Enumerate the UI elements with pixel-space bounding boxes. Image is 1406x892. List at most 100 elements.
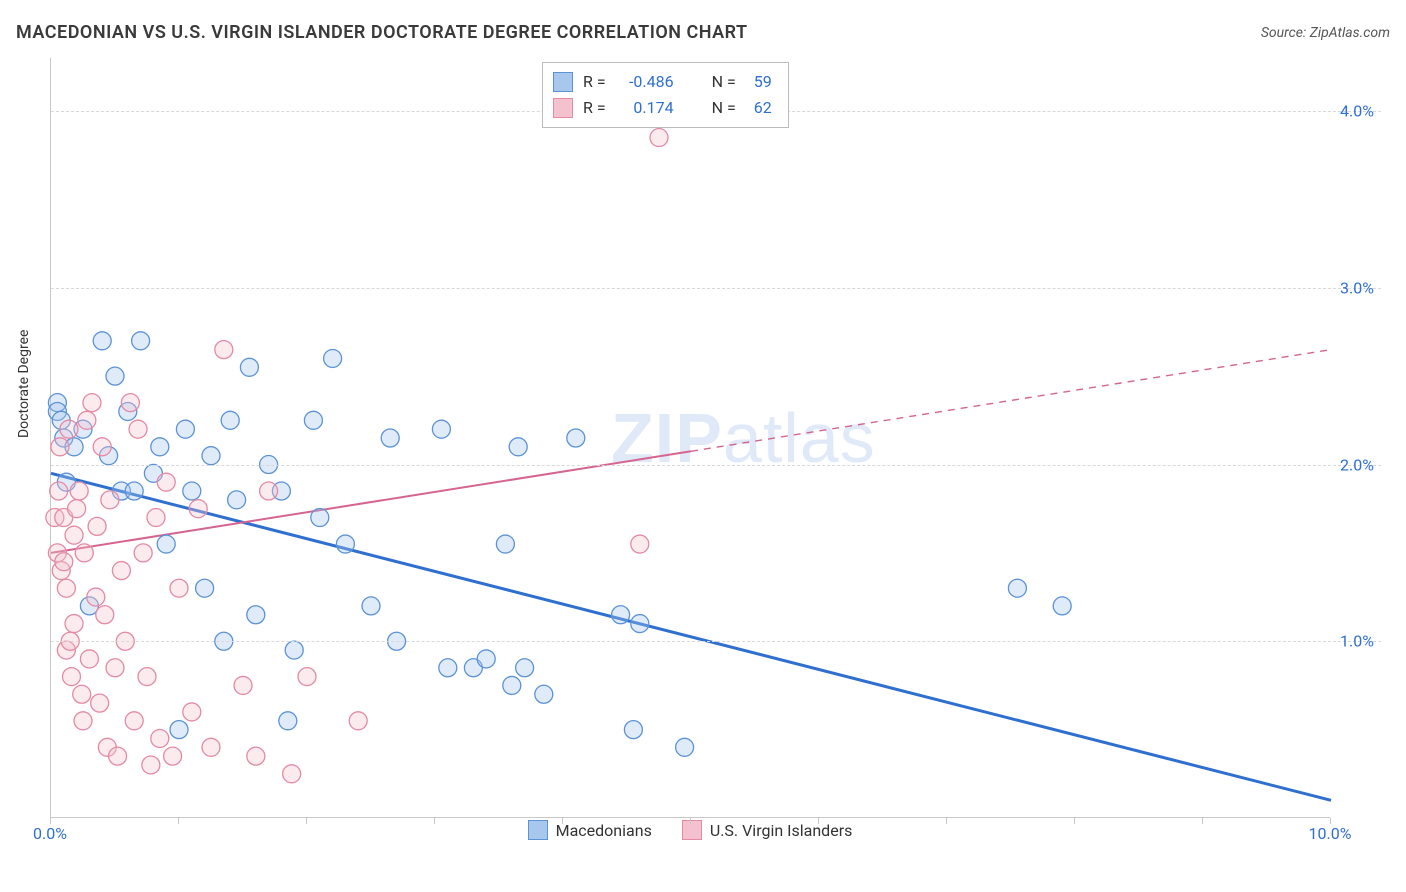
data-point — [57, 579, 75, 597]
data-point — [121, 394, 139, 412]
data-point — [164, 747, 182, 765]
data-point — [101, 491, 119, 509]
data-point — [50, 482, 68, 500]
legend-swatch — [553, 98, 573, 118]
y-tick-label: 4.0% — [1340, 102, 1374, 121]
data-point — [60, 420, 78, 438]
data-point — [170, 579, 188, 597]
y-tick-label: 2.0% — [1340, 455, 1374, 474]
data-point — [106, 367, 124, 385]
x-tick — [306, 818, 307, 824]
data-point — [247, 606, 265, 624]
data-point — [183, 703, 201, 721]
data-point — [240, 358, 258, 376]
x-tick-label: 10.0% — [1309, 824, 1352, 843]
x-tick — [818, 818, 819, 824]
legend-swatch — [528, 820, 548, 840]
data-point — [283, 765, 301, 783]
data-point — [432, 420, 450, 438]
data-point — [336, 535, 354, 553]
data-point — [134, 544, 152, 562]
data-point — [503, 676, 521, 694]
legend-item: U.S. Virgin Islanders — [682, 820, 853, 840]
data-point — [279, 712, 297, 730]
data-point — [65, 526, 83, 544]
data-point — [183, 482, 201, 500]
x-tick — [946, 818, 947, 824]
data-point — [234, 676, 252, 694]
data-point — [516, 659, 534, 677]
data-point — [176, 420, 194, 438]
data-point — [496, 535, 514, 553]
data-point — [260, 482, 278, 500]
data-point — [157, 473, 175, 491]
data-point — [138, 668, 156, 686]
data-point — [151, 438, 169, 456]
gridline — [51, 465, 1381, 466]
data-point — [196, 579, 214, 597]
plot-area: ZIPatlas — [50, 58, 1330, 818]
chart-svg — [51, 58, 1331, 818]
x-tick — [434, 818, 435, 824]
source-attribution: Source: ZipAtlas.com — [1261, 25, 1390, 41]
data-point — [535, 685, 553, 703]
data-point — [68, 500, 86, 518]
data-point — [125, 712, 143, 730]
data-point — [304, 411, 322, 429]
legend-swatch — [553, 72, 573, 92]
data-point — [65, 615, 83, 633]
header: MACEDONIAN VS U.S. VIRGIN ISLANDER DOCTO… — [16, 22, 1390, 43]
data-point — [132, 332, 150, 350]
data-point — [298, 668, 316, 686]
data-point — [87, 588, 105, 606]
data-point — [228, 491, 246, 509]
stats-row: R =-0.486N =59 — [553, 69, 772, 95]
chart-container: Doctorate Degree ZIPatlas R =-0.486N =59… — [50, 58, 1390, 830]
data-point — [676, 738, 694, 756]
stats-row: R =0.174N =62 — [553, 95, 772, 121]
data-point — [80, 650, 98, 668]
data-point — [93, 332, 111, 350]
data-point — [75, 544, 93, 562]
data-point — [567, 429, 585, 447]
data-point — [112, 562, 130, 580]
data-point — [311, 509, 329, 527]
data-point — [285, 641, 303, 659]
data-point — [142, 756, 160, 774]
data-point — [221, 411, 239, 429]
data-point — [51, 438, 69, 456]
data-point — [624, 721, 642, 739]
data-point — [93, 438, 111, 456]
y-tick-label: 1.0% — [1340, 632, 1374, 651]
data-point — [129, 420, 147, 438]
gridline — [51, 288, 1381, 289]
legend-label: U.S. Virgin Islanders — [710, 821, 853, 840]
x-tick — [1202, 818, 1203, 824]
trend-line-extrapolated — [691, 350, 1331, 452]
data-point — [439, 659, 457, 677]
y-tick-label: 3.0% — [1340, 278, 1374, 297]
data-point — [106, 659, 124, 677]
chart-title: MACEDONIAN VS U.S. VIRGIN ISLANDER DOCTO… — [16, 22, 748, 43]
data-point — [83, 394, 101, 412]
data-point — [215, 341, 233, 359]
data-point — [109, 747, 127, 765]
data-point — [509, 438, 527, 456]
data-point — [650, 129, 668, 147]
data-point — [147, 509, 165, 527]
data-point — [96, 606, 114, 624]
data-point — [62, 668, 80, 686]
x-tick — [690, 818, 691, 824]
data-point — [88, 517, 106, 535]
data-point — [91, 694, 109, 712]
data-point — [202, 738, 220, 756]
data-point — [70, 482, 88, 500]
data-point — [381, 429, 399, 447]
data-point — [189, 500, 207, 518]
data-point — [73, 685, 91, 703]
data-point — [151, 729, 169, 747]
data-point — [477, 650, 495, 668]
data-point — [324, 349, 342, 367]
x-tick — [1074, 818, 1075, 824]
data-point — [1053, 597, 1071, 615]
